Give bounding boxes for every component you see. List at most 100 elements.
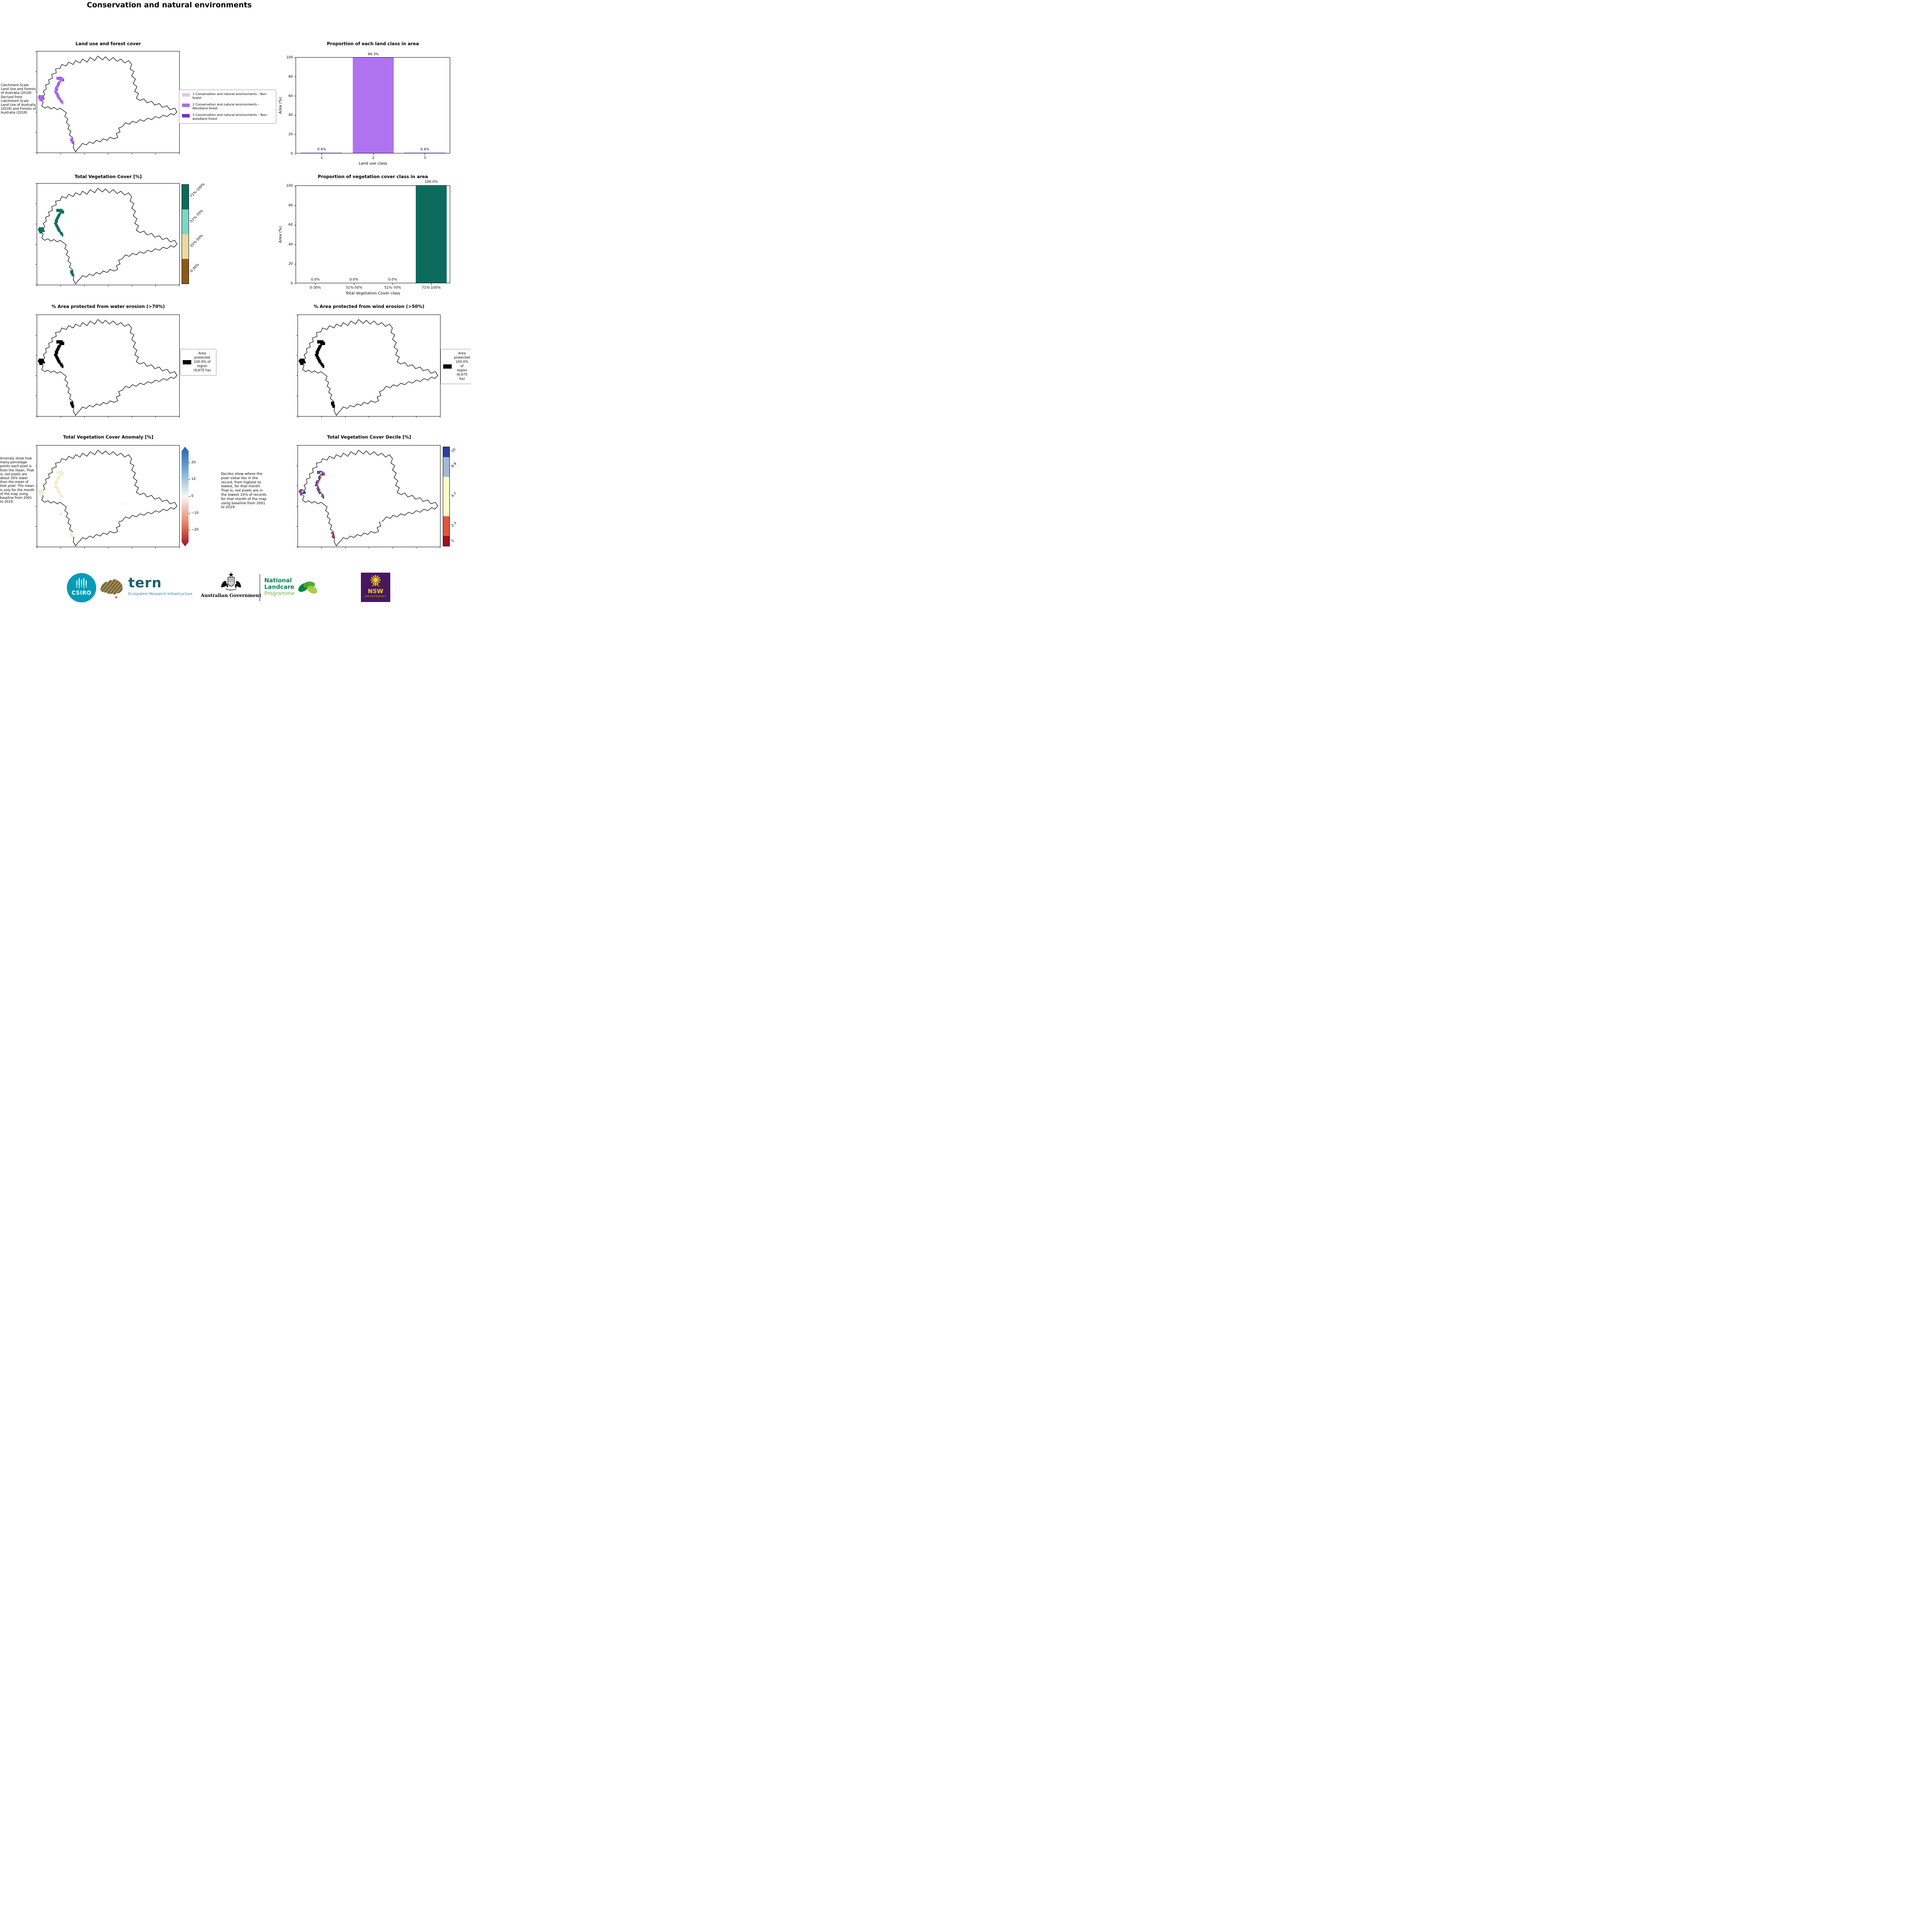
x-tick-label: 2: [372, 156, 374, 160]
x-axis-label: Land use class: [359, 162, 387, 166]
wind-erosion-legend-text: Area protected 100.0% of region (6,675 h…: [454, 352, 470, 381]
x-axis-label: Total Vegetation Cover class: [345, 291, 400, 296]
australia-art-logo: [98, 574, 125, 603]
water-erosion-legend-text: Area protected 100.0% of region (6,675 h…: [194, 352, 211, 373]
axis-ticks: [35, 51, 180, 155]
data-pixels: [298, 340, 335, 408]
landcare-text-programme: Programme: [264, 590, 295, 597]
axis-ticks: [35, 315, 180, 418]
y-axis-label: Area (%): [278, 97, 283, 114]
page-title: Conservation and natural environments: [87, 1, 252, 9]
cb-label-31-50: 31%-50%: [189, 233, 204, 248]
land-class-bar-chart: 0 20 40 60 80 100 0.4% 1 99.3% 2 0.4% 3 Land use cla…: [279, 53, 450, 166]
y-tick-label: 80: [288, 203, 293, 207]
legend-label-class1: 1 Conservation and natural environments …: [192, 92, 267, 100]
cb-seg-10: [443, 447, 449, 457]
region-outline: [39, 187, 177, 285]
y-tick-mark: [294, 244, 296, 245]
land-use-map: [35, 51, 180, 155]
bar-value-label: 0.4%: [420, 148, 429, 151]
cb-seg-2-3: [443, 516, 449, 536]
decile-note: Deciles show where the pixel value lies …: [221, 472, 267, 510]
cb-label-10: 10: [451, 447, 457, 454]
bar-value-label: 100.0%: [424, 180, 438, 184]
cb-label-4-7: 4-7: [451, 492, 458, 498]
anomaly-map-canvas: [35, 445, 180, 549]
landcare-text-national: National: [264, 577, 292, 584]
anomaly-colorbar-gradient: [182, 447, 189, 546]
water-erosion-legend: Area protected 100.0% of region (6,675 h…: [180, 349, 216, 376]
csiro-logo-text: CSIRO: [71, 590, 92, 596]
csiro-logo-mark: [67, 573, 96, 602]
data-pixels: [298, 471, 382, 539]
wind-erosion-map-canvas: [296, 315, 441, 418]
legend-item-class2: 2 Conservation and natural environments …: [182, 103, 273, 111]
y-tick-label: 20: [288, 133, 293, 137]
region-outline: [300, 319, 438, 416]
wind-erosion-legend: Area protected 100.0% of region (6,675 h…: [441, 349, 471, 384]
y-tick-label: 0: [291, 152, 293, 156]
cb-tick-label-20: 20: [191, 461, 196, 464]
australian-government-text: Australian Government: [201, 593, 262, 598]
legend-item-class1: 1 Conservation and natural environments …: [182, 92, 273, 100]
cb-tick: [189, 479, 190, 480]
region-outline: [300, 449, 438, 547]
cb-seg-0-30: [182, 259, 189, 284]
report-page: Conservation and natural environments La…: [0, 0, 471, 604]
cb-label-8-9: 8-9: [451, 462, 458, 469]
x-tick-label: 31%-50%: [345, 286, 362, 290]
wind-erosion-map-title: % Area protected from wind erosion (>50%…: [313, 304, 425, 309]
land-use-legend: 1 Conservation and natural environments …: [179, 90, 276, 124]
region-outline: [39, 319, 177, 416]
land-use-source-note: Catchment Scale Land Use and Forests of …: [1, 83, 36, 115]
x-tick-mark: [321, 153, 322, 155]
cb-seg-31-50: [182, 234, 189, 259]
decile-map-title: Total Vegetation Cover Decile [%]: [327, 434, 411, 440]
data-pixels: [37, 209, 74, 277]
coat-of-arms-icon: [221, 572, 241, 590]
cb-tick-label-0: 0: [191, 494, 194, 498]
water-erosion-map: [35, 315, 180, 418]
y-tick-mark: [294, 134, 296, 135]
bar-value-label: 0.4%: [317, 148, 327, 151]
y-tick-label: 40: [288, 242, 293, 247]
chart-plot-area: 0 20 40 60 80 100 0.0% 0-30% 0.0% 31%-50% 0.0% 51%-…: [279, 180, 450, 296]
australian-government-crest: Australian Government: [201, 572, 261, 598]
cb-label-2-3: 2-3: [451, 521, 458, 528]
veg-cover-map-canvas: [35, 183, 180, 287]
y-tick-label: 60: [288, 94, 293, 98]
y-tick-label: 80: [288, 75, 293, 79]
leaves-mark: [298, 581, 317, 594]
y-tick-label: 100: [286, 184, 293, 188]
legend-label-class3: 3 Conservation and natural environments …: [192, 113, 268, 121]
cb-label-0-30: 0-30%: [189, 262, 201, 274]
water-erosion-swatch: [183, 360, 191, 365]
cb-tick-label-neg20: −20: [191, 528, 199, 532]
veg-cover-map-title: Total Vegetation Cover [%]: [75, 174, 142, 179]
cb-seg-51-70: [182, 209, 189, 234]
y-tick-mark: [294, 205, 296, 206]
cb-seg-1: [443, 536, 449, 546]
nsw-logo-text: NSW: [368, 588, 383, 595]
wind-erosion-map: [296, 315, 441, 418]
chart-plot-area: 0 20 40 60 80 100 0.4% 1 99.3% 2 0.4% 3 Land use cla…: [279, 53, 450, 166]
axis-ticks: [35, 445, 180, 549]
cb-tick-label-10: 10: [191, 477, 196, 481]
y-tick-label: 60: [288, 223, 293, 227]
y-tick-label: 40: [288, 113, 293, 117]
y-tick-label: 0: [291, 282, 293, 286]
cb-label-51-70: 51%-70%: [189, 209, 204, 224]
water-erosion-map-canvas: [35, 315, 180, 418]
x-tick-mark: [373, 153, 374, 155]
anomaly-map: [35, 445, 180, 549]
landcare-logo: National Landcare Programme: [264, 577, 294, 597]
cb-tick: [189, 513, 190, 514]
landcare-leaves-icon: [295, 574, 320, 600]
legend-swatch-class1: [182, 93, 190, 97]
x-tick-label: 71%-100%: [422, 286, 441, 290]
veg-cover-colorbar: 71%-100% 51%-70% 31%-50% 0-30%: [182, 182, 206, 284]
veg-class-chart-title: Proportion of vegetation cover class in …: [318, 174, 428, 179]
x-tick-label: 3: [423, 156, 426, 160]
land-use-map-canvas: [35, 51, 180, 155]
australia-art-mark: [100, 579, 123, 599]
